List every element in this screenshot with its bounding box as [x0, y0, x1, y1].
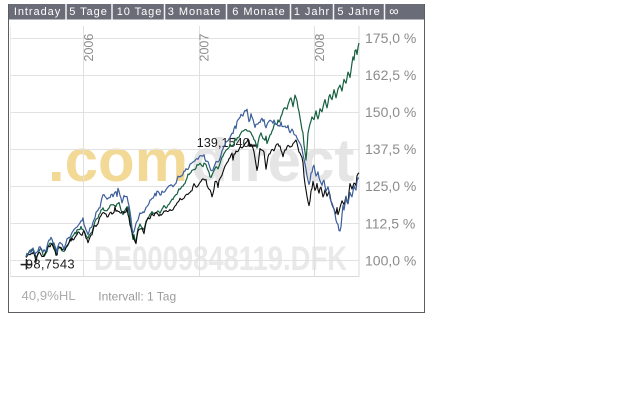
svg-text:Intervall: 1 Tag: Intervall: 1 Tag — [98, 289, 176, 303]
svg-text:6 Monate: 6 Monate — [232, 6, 285, 18]
svg-text:40,9%HL: 40,9%HL — [22, 288, 76, 303]
svg-text:2008: 2008 — [313, 34, 327, 62]
svg-text:10 Tage: 10 Tage — [117, 6, 163, 18]
svg-text:98,7543: 98,7543 — [26, 256, 75, 271]
svg-text:100,0 %: 100,0 % — [365, 252, 416, 268]
svg-text:112,5 %: 112,5 % — [365, 215, 415, 231]
svg-text:Intraday: Intraday — [14, 6, 61, 18]
svg-text:150,0 %: 150,0 % — [365, 104, 416, 120]
svg-text:2007: 2007 — [197, 34, 211, 62]
svg-text:3 Monate: 3 Monate — [168, 6, 221, 18]
svg-text:DE0009848119.DFK: DE0009848119.DFK — [94, 240, 347, 278]
svg-text:2006: 2006 — [82, 34, 96, 62]
svg-text:125,0 %: 125,0 % — [365, 178, 416, 194]
svg-text:5 Jahre: 5 Jahre — [337, 6, 380, 18]
svg-text:137,5 %: 137,5 % — [365, 141, 416, 157]
svg-text:162,5 %: 162,5 % — [365, 67, 416, 83]
svg-text:5 Tage: 5 Tage — [69, 6, 108, 18]
svg-text:∞: ∞ — [389, 3, 398, 18]
svg-text:1 Jahr: 1 Jahr — [294, 6, 330, 18]
svg-text:175,0 %: 175,0 % — [365, 30, 416, 46]
svg-text:.com: .com — [48, 127, 188, 194]
